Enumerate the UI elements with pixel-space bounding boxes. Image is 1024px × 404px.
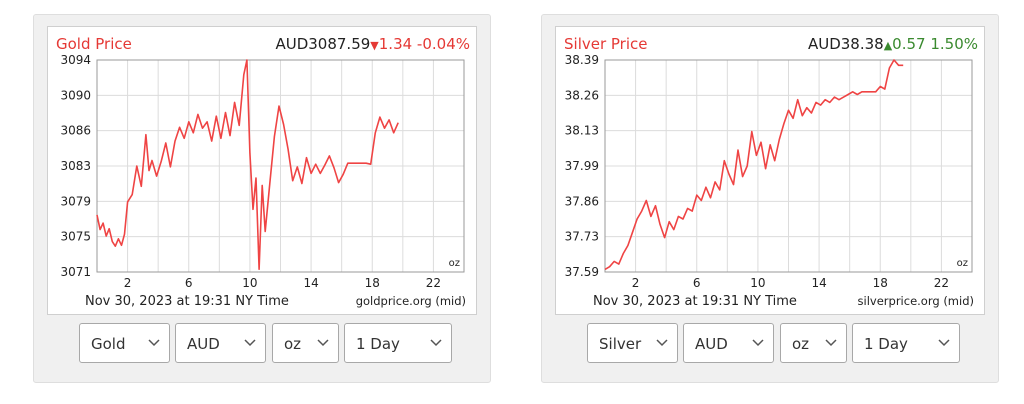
x-tick-label: 14 (811, 276, 826, 290)
y-tick-label: 38.26 (565, 88, 599, 102)
range-select[interactable]: 1 Day (852, 323, 960, 363)
metal-select[interactable]: Gold (79, 323, 170, 363)
arrow-up-icon: ▲ (884, 39, 893, 52)
y-tick-label: 3079 (60, 194, 91, 208)
unit-select-value: oz (792, 335, 810, 353)
price-series-line (604, 59, 904, 271)
x-tick-label: 14 (303, 276, 318, 290)
y-tick-label: 3071 (60, 265, 91, 279)
unit-select[interactable]: oz (272, 323, 339, 363)
x-tick-label: 6 (185, 276, 193, 290)
range-select-value: 1 Day (864, 335, 908, 353)
x-tick-label: 6 (693, 276, 701, 290)
metal-select-value: Silver (599, 335, 642, 353)
x-tick-label: 2 (632, 276, 640, 290)
source-label: silverprice.org (mid) (858, 294, 974, 308)
price-change: 1.34 -0.04% (379, 35, 470, 53)
chevron-down-icon (825, 339, 837, 347)
source-label: goldprice.org (mid) (356, 294, 466, 308)
current-price: AUD38.38 (808, 35, 884, 53)
chevron-down-icon (148, 339, 160, 347)
plot-border (604, 59, 973, 273)
x-tick-label: 10 (242, 276, 257, 290)
chevron-down-icon (430, 339, 442, 347)
metal-select[interactable]: Silver (587, 323, 678, 363)
plot-border (96, 59, 465, 273)
timestamp-label: Nov 30, 2023 at 19:31 NY Time (85, 294, 289, 309)
arrow-down-icon: ▼ (370, 39, 379, 52)
current-price: AUD3087.59 (275, 35, 370, 53)
x-tick-label: 18 (873, 276, 888, 290)
metal-select-value: Gold (91, 335, 126, 353)
y-tick-label: 3090 (60, 88, 91, 102)
silver-price-widget: 38.39 38.26 38.13 37.99 37.86 37.73 37.59 2 6 10 1… (541, 14, 999, 383)
y-tick-label: 3083 (60, 159, 91, 173)
range-select[interactable]: 1 Day (344, 323, 452, 363)
unit-select-value: oz (284, 335, 302, 353)
chevron-down-icon (244, 339, 256, 347)
currency-select[interactable]: AUD (683, 323, 774, 363)
price-series-line (96, 59, 399, 270)
currency-select-value: AUD (695, 335, 728, 353)
silver-chart-svg: 38.39 38.26 38.13 37.99 37.86 37.73 37.59 2 6 10 1… (564, 35, 978, 309)
y-tick-label: 3075 (60, 230, 91, 244)
x-tick-label: 2 (124, 276, 132, 290)
unit-label: oz (449, 258, 460, 269)
y-tick-label: 38.13 (565, 124, 599, 138)
x-tick-label: 10 (750, 276, 765, 290)
chart-title: Gold Price (56, 35, 132, 53)
chevron-down-icon (938, 339, 950, 347)
y-tick-label: 37.99 (565, 159, 599, 173)
y-tick-label: 37.86 (565, 194, 599, 208)
chevron-down-icon (656, 339, 668, 347)
y-tick-label: 37.73 (565, 230, 599, 244)
price-header: AUD3087.59▼1.34 -0.04% (275, 35, 470, 53)
x-tick-label: 22 (426, 276, 441, 290)
y-tick-label: 3086 (60, 124, 91, 138)
silver-price-chart: 38.39 38.26 38.13 37.99 37.86 37.73 37.59 2 6 10 1… (555, 26, 985, 315)
currency-select[interactable]: AUD (175, 323, 266, 363)
currency-select-value: AUD (187, 335, 220, 353)
gold-chart-svg: 3094 3090 3086 3083 3079 3075 3071 2 6 10 14 18 22 oz… (56, 35, 470, 309)
y-tick-label: 38.39 (565, 53, 599, 67)
price-header: AUD38.38▲0.57 1.50% (808, 35, 978, 53)
y-tick-label: 37.59 (565, 265, 599, 279)
unit-label: oz (957, 258, 968, 269)
x-tick-label: 22 (934, 276, 949, 290)
price-change: 0.57 1.50% (892, 35, 978, 53)
chevron-down-icon (752, 339, 764, 347)
range-select-value: 1 Day (356, 335, 400, 353)
unit-select[interactable]: oz (780, 323, 847, 363)
gold-price-chart: 3094 3090 3086 3083 3079 3075 3071 2 6 10 14 18 22 oz… (47, 26, 477, 315)
chart-title: Silver Price (564, 35, 648, 53)
x-tick-label: 18 (365, 276, 380, 290)
chevron-down-icon (317, 339, 329, 347)
y-tick-label: 3094 (60, 53, 91, 67)
gold-price-widget: 3094 3090 3086 3083 3079 3075 3071 2 6 10 14 18 22 oz… (33, 14, 491, 383)
timestamp-label: Nov 30, 2023 at 19:31 NY Time (593, 294, 797, 309)
